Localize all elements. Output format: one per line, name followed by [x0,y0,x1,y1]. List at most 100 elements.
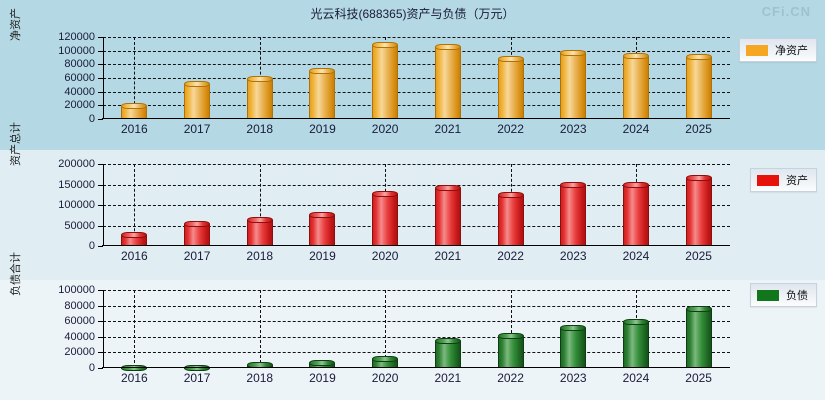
y-axis-tick-label: 20000 [64,99,95,112]
x-axis-tick-label: 2017 [183,371,211,385]
x-axis-line [102,245,730,246]
bar-body [372,194,399,246]
y-axis-tick-mark [98,105,103,107]
bar-cap [434,338,461,345]
x-axis-tick-label: 2019 [309,249,336,263]
bar-total-assets-2016[interactable] [121,231,148,246]
bar-total-assets-2024[interactable] [622,181,649,246]
vertical-gridline [134,164,136,246]
y-axis-tick-label: 100000 [58,44,95,57]
bar-body [497,59,524,119]
y-axis-tick-label: 20000 [64,346,95,359]
y-axis-tick-label: 50000 [64,219,95,232]
x-axis-tick-label: 2016 [120,371,148,385]
legend-swatch-total-assets [757,174,779,186]
bar-total-assets-2017[interactable] [184,221,211,246]
bar-total-assets-2019[interactable] [309,212,336,246]
bar-cap [560,49,587,56]
bar-body [622,56,649,119]
gridline [103,352,730,354]
x-axis-tick-label: 2020 [371,249,399,263]
x-axis-tick-label: 2020 [371,371,399,385]
x-axis-tick-label: 2019 [309,371,336,385]
x-axis-tick-label: 2022 [497,249,524,263]
bar-body [685,178,712,246]
y-axis-title-total-assets: 资产总计 [6,122,26,166]
gridline [103,91,730,93]
x-axis-tick-label: 2023 [559,371,587,385]
bar-total-assets-2018[interactable] [246,217,273,246]
bar-net-assets-2019[interactable] [309,67,336,119]
x-axis-tick-label: 2018 [246,122,274,136]
bar-net-assets-2022[interactable] [497,56,524,119]
x-axis-tick-label: 2022 [497,122,524,136]
legend-total-assets[interactable]: 资产 [750,168,817,192]
y-axis-line [103,164,104,246]
bar-cap [560,325,587,332]
y-axis-tick-label: 120000 [58,31,95,43]
bar-cap [685,175,712,182]
y-axis-tick-label: 100000 [58,199,95,211]
bar-body [434,341,461,368]
bar-net-assets-2020[interactable] [372,42,399,119]
bar-net-assets-2018[interactable] [246,75,273,119]
bar-total-assets-2025[interactable] [685,175,712,246]
bar-liabilities-2024[interactable] [622,318,649,368]
bar-body [497,195,524,246]
y-axis-tick-mark [98,368,103,369]
bar-liabilities-2023[interactable] [560,325,587,368]
bar-net-assets-2024[interactable] [622,53,649,119]
y-axis-tick-mark [98,184,103,186]
bar-total-assets-2021[interactable] [434,185,461,246]
bar-net-assets-2023[interactable] [560,49,587,119]
y-axis-tick-label: 60000 [64,72,95,84]
y-axis-tick-mark [98,64,103,66]
bar-body [372,358,399,368]
y-axis-tick-mark [98,225,103,227]
y-axis-tick-mark [98,305,103,307]
bar-liabilities-2022[interactable] [497,332,524,368]
y-axis-tick-label: 200000 [58,158,95,170]
bar-liabilities-2021[interactable] [434,338,461,368]
gridline [103,305,730,307]
bar-body [372,45,399,119]
bar-body [685,308,712,368]
bar-liabilities-2019[interactable] [309,360,336,368]
bar-body [560,52,587,119]
bar-net-assets-2016[interactable] [121,102,148,119]
chart-panel-net-assets: 净资产 0 20000 40000 60000 80000 100000 120000 201… [0,8,825,150]
y-axis-tick-label: 150000 [58,178,95,191]
bar-cap [497,56,524,63]
y-axis-tick-mark [98,37,103,38]
bar-cap [622,53,649,60]
bar-net-assets-2025[interactable] [685,54,712,119]
legend-net-assets[interactable]: 净资产 [739,38,817,62]
bar-total-assets-2020[interactable] [372,191,399,246]
bar-net-assets-2017[interactable] [184,81,211,119]
bar-cap [309,360,336,367]
x-axis-tick-label: 2025 [685,122,712,136]
bar-cap [121,102,148,109]
plot-area-liabilities: 0 20000 40000 60000 80000 100000 2016 2017 2018 2… [58,284,730,385]
bar-net-assets-2021[interactable] [434,43,461,119]
legend-liabilities[interactable]: 负债 [750,283,817,307]
bar-body [560,328,587,368]
y-axis-tick-label: 80000 [64,299,95,312]
x-axis-tick-label: 2024 [622,371,650,385]
bar-liabilities-2020[interactable] [372,355,399,368]
x-axis-tick-label: 2018 [246,371,274,385]
x-axis-tick-label: 2018 [246,249,274,263]
bar-cap [372,191,399,198]
y-axis-title-net-assets: 净资产 [10,8,22,41]
bar-body [497,335,524,368]
bar-total-assets-2023[interactable] [560,182,587,246]
x-axis-tick-label: 2023 [559,122,587,136]
bar-liabilities-2025[interactable] [685,305,712,368]
x-axis-tick-label: 2024 [622,122,650,136]
bar-total-assets-2022[interactable] [497,192,524,246]
bar-cap [372,355,399,362]
y-axis-tick-mark [98,246,103,247]
gridline [103,184,730,186]
gridline [103,37,730,38]
